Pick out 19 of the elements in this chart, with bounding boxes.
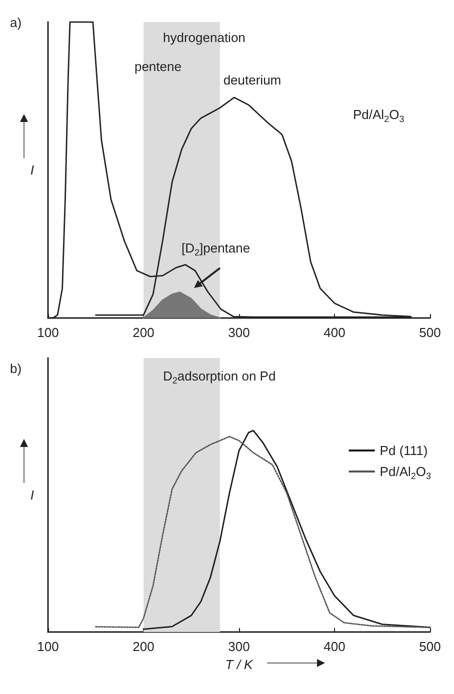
x-tick-label: 100	[37, 325, 59, 340]
x-tick-label: 200	[132, 639, 154, 654]
y-axis-title: I	[30, 162, 34, 178]
y-axis-title: I	[30, 488, 34, 502]
text: b)	[10, 361, 22, 376]
series-label: deuterium	[223, 72, 282, 88]
x-tick-label: 500	[419, 325, 441, 340]
x-tick-label: 100	[37, 639, 59, 654]
x-tick-label: 300	[228, 325, 250, 340]
x-tick-label: 300	[228, 639, 250, 654]
x-axis-title: T / K	[225, 656, 254, 672]
x-tick-label: 500	[419, 639, 441, 654]
x-tick-label: 400	[324, 325, 346, 340]
text: a)	[10, 15, 22, 30]
text: pentene	[134, 59, 182, 74]
text: hydrogenation	[163, 30, 246, 45]
legend-label: Pd (111)	[380, 443, 428, 458]
x-tick-label: 400	[324, 639, 346, 654]
x-tick-label: 200	[132, 325, 154, 340]
